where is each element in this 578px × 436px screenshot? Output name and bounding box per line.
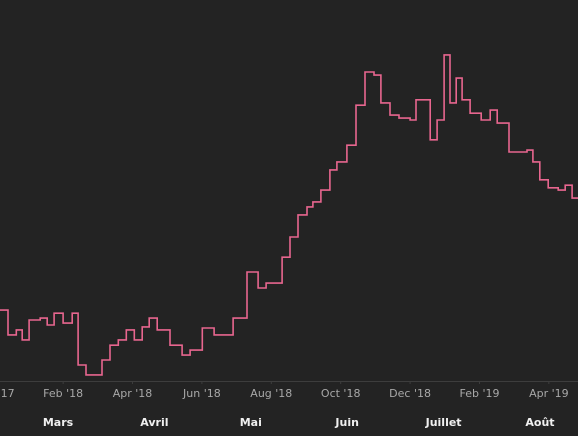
x-tick-label: Dec '18 (389, 387, 431, 400)
x-tick-label: Feb '19 (459, 387, 499, 400)
x-tick-label: Jun '18 (182, 387, 221, 400)
x-tick-label: Aug '18 (250, 387, 292, 400)
period-label: Juillet (425, 416, 462, 429)
period-label: Mai (240, 416, 262, 429)
period-label: Août (525, 416, 554, 429)
period-label: Juin (334, 416, 359, 429)
x-tick-label: Apr '19 (529, 387, 569, 400)
period-label: Avril (140, 416, 168, 429)
period-label: Mars (43, 416, 74, 429)
x-tick-label: Dec '17 (0, 387, 15, 400)
x-tick-label: Oct '18 (321, 387, 361, 400)
x-tick-label: Apr '18 (113, 387, 153, 400)
x-tick-label: Feb '18 (43, 387, 83, 400)
line (0, 54, 578, 376)
